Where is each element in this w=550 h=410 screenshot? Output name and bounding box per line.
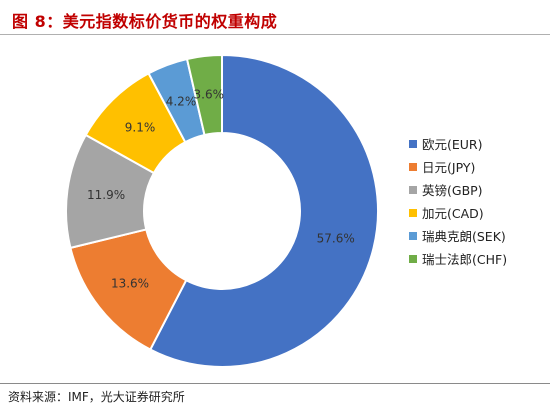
legend: 欧元(EUR) 日元(JPY) 英镑(GBP) 加元(CAD) 瑞典克朗(SEK) 瑞士法… [409,137,507,267]
source-note: 资料来源：IMF，光大证券研究所 [8,390,185,404]
slice-labels: 57.6% 13.6% 11.9% 9.1% 4.2%3.6% [87,88,355,291]
legend-label-2: 英镑(GBP) [422,183,483,198]
legend-label-3: 加元(CAD) [422,206,484,221]
slice-value-label-0: 57.6% [317,232,355,246]
slice-value-label-5: 3.6% [194,88,225,102]
legend-swatch-2 [409,186,417,194]
slice-value-label-4: 4.2% [166,94,197,108]
slice-value-label-3: 9.1% [125,120,156,134]
legend-label-1: 日元(JPY) [422,160,475,175]
donut-slices [65,53,379,368]
figure-title: 图 8：美元指数标价货币的权重构成 [12,12,278,31]
donut-chart: 57.6% 13.6% 11.9% 9.1% 4.2%3.6% 欧元(EUR) 日元(JP… [65,53,507,368]
legend-swatch-5 [409,255,417,263]
slice-value-label-1: 13.6% [111,276,149,290]
legend-swatch-4 [409,232,417,240]
legend-label-5: 瑞士法郎(CHF) [422,252,507,267]
legend-label-4: 瑞典克朗(SEK) [422,229,506,244]
legend-swatch-0 [409,140,417,148]
title-divider [0,34,550,35]
slice-value-label-2: 11.9% [87,188,125,202]
donut-slice-5 [185,53,223,137]
legend-swatch-1 [409,163,417,171]
legend-label-0: 欧元(EUR) [422,137,483,152]
legend-swatch-3 [409,209,417,217]
source-divider [0,383,550,384]
donut-slice-0 [148,53,379,368]
